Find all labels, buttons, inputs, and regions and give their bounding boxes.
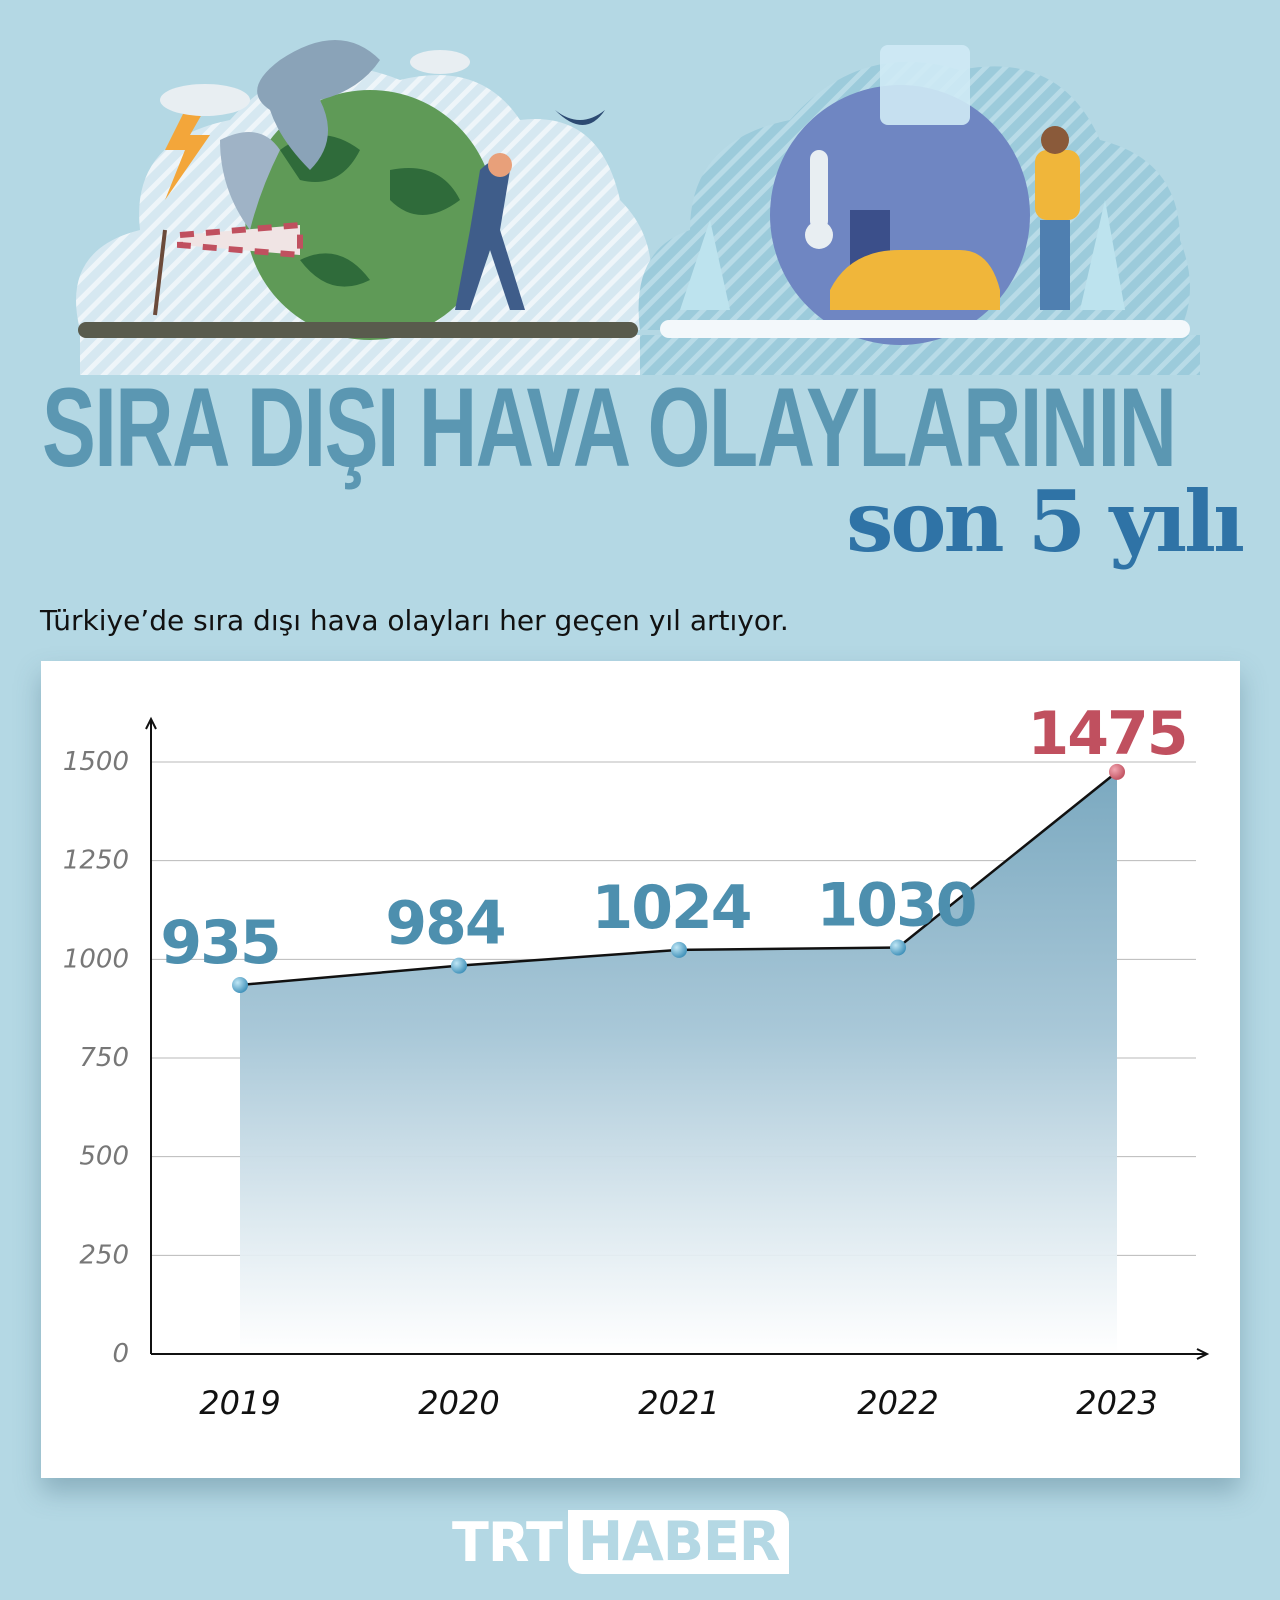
x-tick-label: 2022 bbox=[857, 1384, 938, 1422]
data-point bbox=[232, 976, 248, 993]
x-tick-label: 2019 bbox=[199, 1384, 280, 1422]
y-tick-label: 0 bbox=[112, 1339, 129, 1369]
data-label: 1030 bbox=[817, 870, 976, 940]
logo-haber: HABER bbox=[567, 1510, 790, 1574]
data-label: 1024 bbox=[592, 873, 751, 943]
data-label: 935 bbox=[160, 908, 279, 978]
data-point bbox=[1109, 763, 1125, 780]
x-axis-arrow-icon bbox=[1196, 1348, 1210, 1360]
x-tick-label: 2023 bbox=[1076, 1384, 1157, 1422]
data-point bbox=[451, 957, 467, 974]
y-tick-label: 750 bbox=[79, 1043, 129, 1073]
area-chart: 0 250 500 750 1000 1250 1500 935 2019 984 2020 1024… bbox=[63, 699, 1210, 1422]
subtitle: Türkiye’de sıra dışı hava olayları her g… bbox=[40, 604, 789, 637]
page-title-accent: son 5 yılı bbox=[846, 472, 1245, 571]
snow-scene bbox=[638, 45, 1200, 375]
area-fill bbox=[240, 771, 1117, 1354]
y-axis-arrow-icon bbox=[145, 716, 157, 730]
x-tick-label: 2021 bbox=[638, 1384, 719, 1422]
data-point bbox=[890, 939, 906, 956]
y-tick-label: 500 bbox=[79, 1142, 129, 1172]
y-tick-label: 1250 bbox=[63, 846, 129, 876]
chart-card: 0 250 500 750 1000 1250 1500 935 2019 984 2020 1024… bbox=[41, 661, 1240, 1478]
data-label: 984 bbox=[385, 889, 504, 959]
storm-scene bbox=[76, 40, 652, 375]
y-tick-label: 1500 bbox=[63, 747, 129, 777]
y-tick-label: 250 bbox=[79, 1240, 129, 1270]
data-point bbox=[671, 941, 687, 958]
header-illustration bbox=[76, 40, 1200, 375]
x-tick-label: 2020 bbox=[418, 1384, 499, 1422]
y-tick-label: 1000 bbox=[63, 944, 129, 974]
page-title: SIRA DIŞI HAVA OLAYLARININ bbox=[42, 365, 1177, 490]
logo-trt: TRT bbox=[452, 1510, 563, 1574]
trt-haber-logo: TRT HABER bbox=[452, 1510, 790, 1574]
data-label: 1475 bbox=[1028, 699, 1187, 769]
